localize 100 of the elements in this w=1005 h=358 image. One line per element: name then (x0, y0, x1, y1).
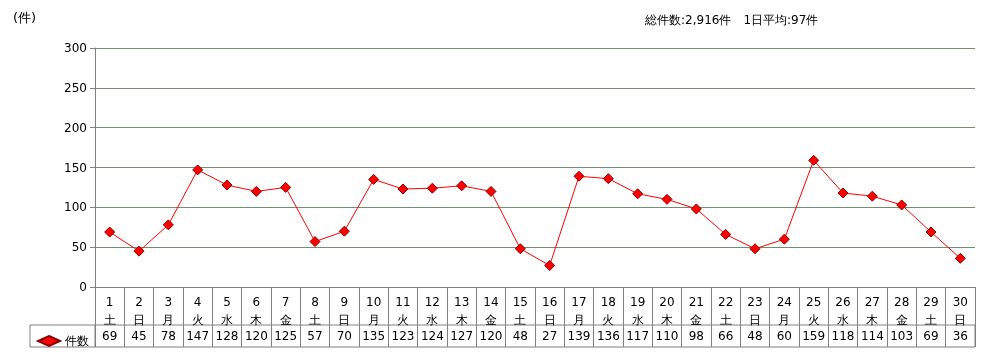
point (602, 173, 614, 185)
data-label: 118 (831, 329, 855, 343)
x-tick-label: 16 日 (542, 295, 558, 327)
data-label: 110 (655, 329, 679, 343)
point (808, 154, 820, 166)
point (338, 225, 350, 237)
data-label: 36 (952, 329, 968, 343)
data-label: 124 (420, 329, 444, 343)
data-label: 60 (776, 329, 792, 343)
legend-label: 件数 (65, 334, 89, 348)
data-label: 135 (362, 329, 386, 343)
x-tick-label: 22 土 (718, 295, 734, 327)
point (661, 193, 673, 205)
data-label: 136 (596, 329, 620, 343)
data-label: 57 (307, 329, 323, 343)
x-tick-label: 12 水 (424, 295, 440, 327)
point (456, 180, 468, 192)
data-label: 45 (131, 329, 147, 343)
y-tick-label: 150 (64, 160, 87, 175)
y-tick-label: 0 (79, 280, 87, 294)
point (925, 226, 937, 238)
point (749, 243, 761, 255)
x-tick-label: 17 月 (571, 295, 587, 327)
point (720, 228, 732, 240)
data-label: 120 (244, 329, 268, 343)
data-label: 127 (450, 329, 474, 343)
point (280, 181, 292, 193)
data-label: 69 (102, 329, 118, 343)
data-label: 123 (391, 329, 415, 343)
point (778, 233, 790, 245)
x-tick-label: 29 土 (923, 295, 939, 327)
x-tick-label: 5 水 (221, 295, 233, 327)
x-tick-label: 27 木 (864, 295, 880, 327)
point (397, 183, 409, 195)
data-label: 139 (567, 329, 591, 343)
x-tick-label: 24 月 (776, 295, 792, 327)
x-tick-label: 19 水 (630, 295, 646, 327)
data-label: 159 (802, 329, 826, 343)
data-label: 114 (860, 329, 884, 343)
x-tick-label: 7 金 (279, 295, 292, 327)
x-tick-label: 28 金 (894, 295, 910, 327)
x-tick-label: 26 水 (835, 295, 851, 327)
point (309, 236, 321, 248)
point (632, 188, 644, 200)
point (192, 164, 204, 176)
x-tick-label: 3 月 (162, 295, 175, 327)
y-tick-label: 300 (64, 41, 87, 55)
x-tick-label: 6 木 (250, 295, 263, 327)
point (514, 243, 526, 255)
point (250, 185, 262, 197)
x-tick-label: 2 日 (133, 295, 145, 327)
x-tick-label: 11 火 (395, 295, 411, 327)
chart-subtitle: 総件数:2,916件 1日平均:97件 (644, 13, 819, 27)
data-label: 69 (923, 329, 939, 343)
x-tick-label: 20 木 (659, 295, 675, 327)
point (954, 252, 966, 264)
point (896, 199, 908, 211)
x-tick-label: 25 火 (806, 295, 822, 327)
point (690, 203, 702, 215)
point (368, 173, 380, 185)
point (162, 219, 174, 231)
data-label: 103 (890, 329, 914, 343)
x-tick-label: 30 日 (952, 295, 968, 327)
point (104, 226, 116, 238)
x-tick-label: 13 木 (454, 295, 470, 327)
x-tick-label: 4 火 (191, 295, 204, 327)
point (837, 187, 849, 199)
x-tick-label: 23 日 (747, 295, 763, 327)
y-tick-label: 200 (64, 120, 87, 135)
data-label: 48 (747, 329, 763, 343)
x-tick-label: 8 土 (309, 295, 321, 327)
data-label: 48 (512, 329, 528, 343)
point (573, 170, 585, 182)
y-axis-title: (件) (13, 10, 37, 25)
x-tick-label: 1 土 (103, 295, 116, 327)
x-tick-label: 14 金 (483, 295, 499, 327)
data-label: 27 (542, 329, 558, 343)
data-label: 98 (688, 329, 704, 343)
x-tick-label: 15 土 (512, 295, 528, 327)
data-label: 125 (274, 329, 298, 343)
point (544, 259, 556, 271)
data-label: 120 (479, 329, 503, 343)
x-tick-label: 9 日 (338, 295, 351, 327)
data-label: 128 (215, 329, 239, 343)
point (426, 182, 438, 194)
y-tick-label: 100 (64, 200, 87, 215)
data-label: 117 (626, 329, 650, 343)
data-label: 70 (336, 329, 352, 343)
data-label: 147 (186, 329, 210, 343)
data-label: 66 (718, 329, 734, 343)
x-tick-label: 10 月 (366, 295, 382, 327)
x-tick-label: 18 火 (600, 295, 616, 327)
point (866, 190, 878, 202)
y-tick-label: 50 (71, 240, 87, 255)
data-label: 78 (160, 329, 176, 343)
x-tick-label: 21 金 (688, 295, 704, 327)
point (485, 185, 497, 197)
point (133, 245, 145, 257)
y-tick-label: 250 (64, 80, 87, 95)
point (221, 179, 233, 191)
